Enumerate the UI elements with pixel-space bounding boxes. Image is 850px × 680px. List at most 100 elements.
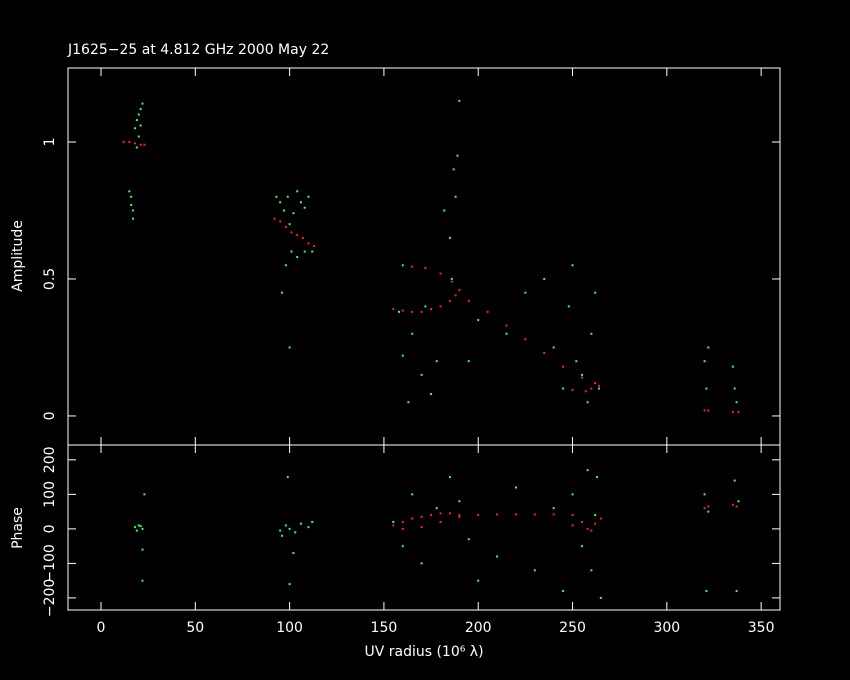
point bbox=[137, 135, 140, 138]
point bbox=[590, 387, 593, 390]
point bbox=[458, 99, 461, 102]
point bbox=[450, 280, 453, 283]
x-tick-label: 300 bbox=[653, 620, 680, 636]
point bbox=[430, 393, 433, 396]
point bbox=[733, 387, 736, 390]
point bbox=[307, 195, 310, 198]
point bbox=[594, 522, 597, 525]
point bbox=[575, 360, 578, 363]
point bbox=[288, 583, 291, 586]
point bbox=[143, 493, 146, 496]
x-axis-label: UV radius (10⁶ λ) bbox=[364, 644, 483, 660]
point bbox=[448, 299, 451, 302]
point bbox=[281, 534, 284, 537]
point bbox=[562, 365, 565, 368]
point bbox=[392, 524, 395, 527]
point bbox=[407, 401, 410, 404]
y-tick-label: 200 bbox=[42, 446, 58, 473]
point bbox=[430, 308, 433, 311]
point bbox=[707, 505, 710, 508]
point bbox=[703, 360, 706, 363]
point bbox=[584, 390, 587, 393]
point bbox=[505, 332, 508, 335]
point bbox=[524, 291, 527, 294]
point bbox=[443, 209, 446, 212]
point bbox=[411, 310, 414, 313]
point bbox=[401, 520, 404, 523]
point bbox=[420, 526, 423, 529]
x-tick-label: 150 bbox=[371, 620, 398, 636]
point bbox=[586, 401, 589, 404]
point bbox=[411, 332, 414, 335]
point bbox=[135, 119, 138, 122]
point bbox=[590, 529, 593, 532]
point bbox=[477, 319, 480, 322]
point bbox=[290, 231, 293, 234]
point bbox=[552, 346, 555, 349]
point bbox=[707, 409, 710, 412]
point bbox=[467, 299, 470, 302]
y-tick-label: 0.5 bbox=[42, 268, 58, 290]
point bbox=[279, 201, 282, 204]
point bbox=[580, 520, 583, 523]
point bbox=[580, 373, 583, 376]
point bbox=[599, 596, 602, 599]
point bbox=[143, 143, 146, 146]
point bbox=[420, 310, 423, 313]
point bbox=[288, 346, 291, 349]
point bbox=[524, 338, 527, 341]
point bbox=[141, 102, 144, 105]
point bbox=[279, 529, 282, 532]
point bbox=[133, 526, 136, 529]
point bbox=[139, 143, 142, 146]
x-tick-label: 50 bbox=[186, 620, 204, 636]
point bbox=[420, 373, 423, 376]
point bbox=[313, 245, 316, 248]
point bbox=[543, 351, 546, 354]
point bbox=[435, 507, 438, 510]
y-axis-label: Amplitude bbox=[10, 220, 26, 292]
point bbox=[737, 500, 740, 503]
point bbox=[401, 527, 404, 530]
point bbox=[477, 514, 480, 517]
point bbox=[303, 250, 306, 253]
point bbox=[299, 522, 302, 525]
point bbox=[735, 505, 738, 508]
point bbox=[439, 272, 442, 275]
point bbox=[307, 242, 310, 245]
point bbox=[552, 507, 555, 510]
point bbox=[514, 513, 517, 516]
point bbox=[430, 514, 433, 517]
point bbox=[292, 212, 295, 215]
point bbox=[284, 264, 287, 267]
x-tick-label: 0 bbox=[97, 620, 106, 636]
point bbox=[130, 203, 133, 206]
point bbox=[571, 264, 574, 267]
point bbox=[392, 308, 395, 311]
point bbox=[301, 236, 304, 239]
point bbox=[135, 146, 138, 149]
point bbox=[439, 512, 442, 515]
point bbox=[401, 545, 404, 548]
x-tick-label: 200 bbox=[465, 620, 492, 636]
point bbox=[128, 140, 131, 143]
point bbox=[133, 142, 136, 145]
point bbox=[590, 332, 593, 335]
point bbox=[705, 590, 708, 593]
point bbox=[467, 538, 470, 541]
point bbox=[733, 479, 736, 482]
point bbox=[398, 310, 401, 313]
point bbox=[284, 524, 287, 527]
point bbox=[139, 525, 142, 528]
point bbox=[571, 514, 574, 517]
x-tick-label: 350 bbox=[748, 620, 775, 636]
point bbox=[296, 190, 299, 193]
point bbox=[456, 154, 459, 157]
point bbox=[137, 524, 140, 527]
point bbox=[467, 360, 470, 363]
point bbox=[454, 195, 457, 198]
x-tick-label: 250 bbox=[559, 620, 586, 636]
point bbox=[132, 217, 135, 220]
